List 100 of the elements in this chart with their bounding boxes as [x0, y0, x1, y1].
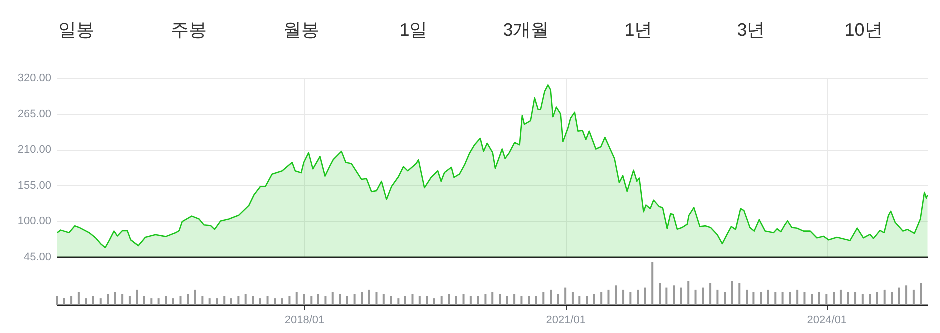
bar: [172, 298, 174, 305]
bar: [426, 296, 428, 305]
bar: [63, 298, 66, 305]
text: 10년: [844, 19, 884, 42]
bar: [281, 298, 284, 305]
bar: [296, 292, 298, 305]
bar: [818, 292, 820, 305]
text: 1년: [624, 19, 654, 42]
bar: [833, 292, 836, 305]
bar: [136, 290, 138, 305]
bar: [440, 296, 443, 305]
bar: [738, 284, 741, 305]
bar: [114, 292, 116, 305]
bar: [230, 298, 232, 305]
bar: [412, 294, 414, 305]
bar: [630, 292, 632, 305]
bar: [238, 296, 240, 305]
bar: [884, 290, 886, 305]
bar: [433, 298, 436, 305]
bar: [187, 294, 190, 305]
bar: [462, 294, 465, 305]
bar: [694, 290, 697, 305]
text: 3년: [736, 19, 766, 42]
bar: [332, 292, 334, 305]
bar: [578, 296, 581, 305]
bar: [455, 296, 458, 305]
text: 주봉: [170, 19, 208, 42]
text: 일봉: [57, 19, 96, 42]
bar: [354, 294, 356, 305]
bar: [506, 296, 508, 305]
bar: [361, 292, 364, 305]
bar: [470, 296, 472, 305]
bar: [586, 296, 588, 305]
bar: [906, 286, 908, 305]
bar: [398, 298, 400, 305]
bar: [477, 296, 480, 305]
bar: [528, 296, 530, 305]
bar: [600, 292, 603, 305]
bar: [535, 296, 538, 305]
bar: [652, 262, 654, 305]
bar: [724, 292, 726, 305]
bar: [644, 288, 646, 305]
text: 1일: [398, 19, 429, 42]
y-tick-label: 45.00: [24, 252, 52, 264]
bar: [128, 296, 131, 305]
bar: [208, 298, 211, 305]
bar: [593, 294, 596, 305]
bar: [56, 296, 58, 305]
bar: [390, 296, 392, 305]
x-tick-label: 2018/01: [284, 314, 325, 326]
bar: [202, 296, 204, 305]
bar: [666, 288, 668, 305]
bar: [680, 288, 682, 305]
bar: [317, 294, 320, 305]
bar: [368, 290, 370, 305]
bar: [637, 290, 640, 305]
bar: [266, 296, 269, 305]
y-tick-label: 155.00: [18, 180, 52, 192]
bar: [811, 294, 814, 305]
bar: [310, 296, 313, 305]
bar: [150, 298, 153, 305]
bar: [608, 290, 610, 305]
bar: [572, 292, 574, 305]
bar: [85, 298, 88, 305]
bar: [274, 298, 276, 305]
bar: [760, 292, 762, 305]
bar: [789, 292, 792, 305]
bar: [550, 290, 552, 305]
bar: [484, 294, 487, 305]
bar: [673, 286, 676, 305]
bar: [100, 298, 102, 305]
bar: [122, 294, 124, 305]
bar: [702, 288, 704, 305]
bar: [78, 292, 80, 305]
bar: [898, 288, 900, 305]
bar: [847, 292, 850, 305]
bar: [615, 286, 618, 305]
bar: [854, 292, 857, 305]
y-tick-label: 100.00: [18, 216, 52, 228]
bar: [688, 281, 690, 305]
text: 월봉: [282, 19, 320, 42]
bar: [499, 294, 502, 305]
bar: [876, 292, 878, 305]
bar: [70, 296, 73, 305]
bar: [324, 296, 327, 305]
bar: [143, 296, 146, 305]
bar: [216, 298, 218, 305]
bar: [259, 298, 262, 305]
bar: [346, 296, 348, 305]
bar: [542, 292, 545, 305]
bar: [912, 290, 915, 305]
bar: [920, 284, 922, 305]
bar: [194, 290, 196, 305]
bar: [746, 290, 748, 305]
bar: [165, 296, 168, 305]
bar: [158, 298, 160, 305]
bar: [804, 292, 806, 305]
bar: [514, 294, 516, 305]
bar: [339, 294, 342, 305]
y-tick-label: 320.00: [18, 72, 52, 84]
